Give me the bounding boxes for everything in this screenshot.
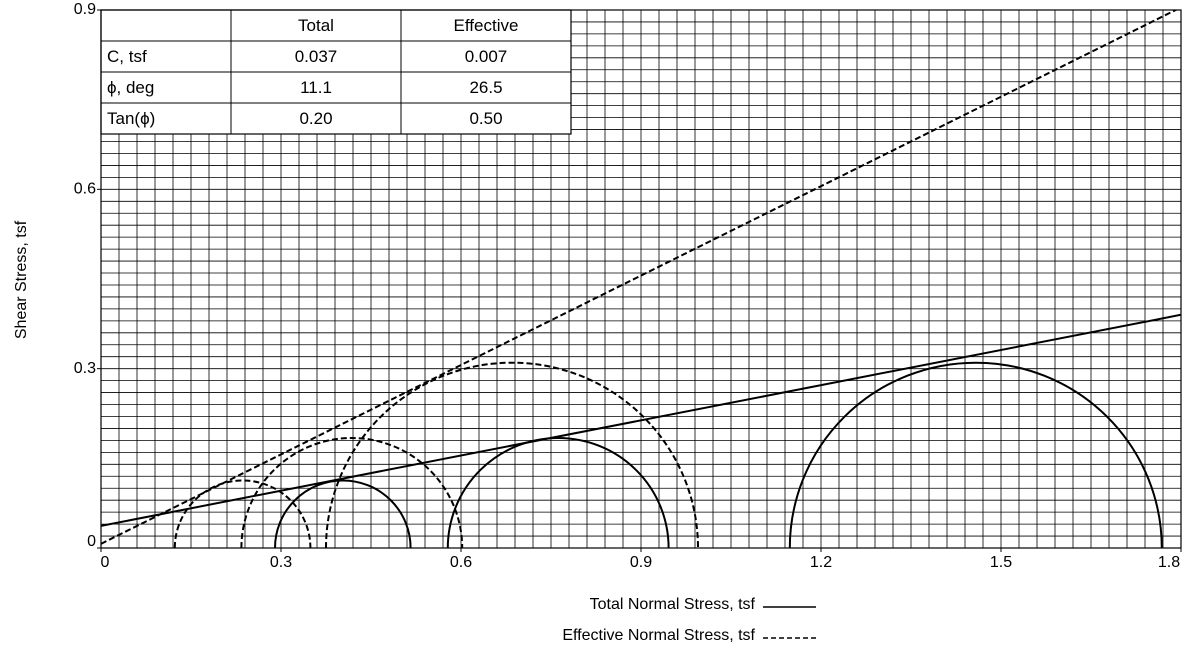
x-tick-label: 0.9: [630, 554, 652, 571]
failure-envelope: [101, 10, 1178, 545]
mohr-circle: [173, 479, 312, 548]
x-tick-label: 0.6: [450, 554, 472, 571]
table-cell: 0.007: [465, 47, 508, 66]
table-header: Total: [298, 16, 334, 35]
y-tick-label: 0.6: [74, 181, 96, 198]
legend-label: Effective Normal Stress, tsf: [562, 627, 755, 644]
mohr-circle: [274, 479, 412, 548]
mohr-circle: [446, 437, 670, 548]
mohr-circle: [325, 361, 699, 548]
mohr-circle: [788, 361, 1163, 548]
table-header: Effective: [454, 16, 519, 35]
table-cell: Tan(ϕ): [107, 109, 155, 128]
y-tick-label: 0: [87, 533, 96, 550]
x-tick-label: 1.2: [810, 554, 832, 571]
axes: 0 0.3 0.6 0.9 1.2 1.5 1.8 0 0.3 0.6 0.9 Total Norma…: [74, 1, 1182, 644]
table-cell: 0.50: [469, 109, 502, 128]
y-axis-label: Shear Stress, tsf: [13, 220, 30, 339]
x-tick-label: 1.5: [990, 554, 1012, 571]
plot-area: [101, 10, 1181, 548]
y-tick-label: 0.3: [74, 360, 96, 377]
parameter-table: Total Effective C, tsf 0.037 0.007 ϕ, deg 11.1…: [100, 9, 572, 135]
table-cell: ϕ, deg: [107, 78, 154, 97]
x-tick-label: 1.8: [1158, 554, 1180, 571]
legend-label: Total Normal Stress, tsf: [590, 596, 756, 613]
y-tick-label: 0.9: [74, 1, 96, 18]
x-tick-label: 0.3: [270, 554, 292, 571]
table-cell: C, tsf: [107, 47, 147, 66]
table-cell: 0.037: [295, 47, 338, 66]
x-tick-label: 0: [101, 554, 110, 571]
mohr-circle: [240, 437, 464, 548]
table-cell: 11.1: [300, 78, 332, 97]
table-cell: 0.20: [299, 109, 332, 128]
failure-envelope: [101, 313, 1181, 527]
table-cell: 26.5: [469, 78, 502, 97]
